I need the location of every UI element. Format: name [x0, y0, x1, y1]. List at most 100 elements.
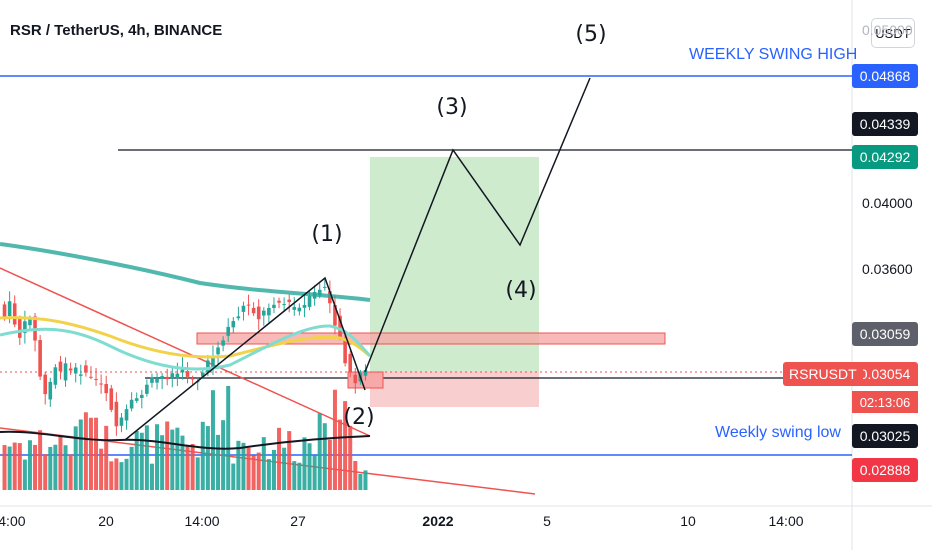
candle-body [155, 378, 159, 383]
volume-bar [317, 413, 322, 490]
candle-body [353, 374, 358, 384]
price-tag-target: 0.04292 [852, 145, 918, 169]
candle [297, 303, 302, 316]
candle-body [139, 394, 144, 398]
currency-button[interactable]: USDT [871, 18, 915, 48]
volume-bar [33, 444, 38, 490]
candle [302, 294, 307, 318]
candle [139, 389, 144, 409]
candle [53, 364, 58, 389]
candle [226, 318, 231, 342]
candle [251, 302, 256, 317]
candle [221, 336, 225, 352]
volume-bar [322, 423, 327, 490]
candle-body [160, 376, 164, 380]
candle-body [78, 374, 83, 376]
resistance-zone[interactable] [196, 332, 666, 345]
candle [256, 299, 261, 330]
volume-bar [134, 430, 139, 490]
volume-bar [149, 463, 154, 490]
candle [241, 301, 246, 321]
candles [2, 279, 368, 436]
candle [338, 308, 342, 341]
candle [94, 367, 98, 386]
candle-body [338, 315, 342, 338]
candle [170, 366, 175, 388]
candle [160, 373, 164, 390]
candle-body [200, 372, 205, 377]
candle-body [287, 299, 292, 303]
volume-bar [251, 455, 256, 490]
ma-200-teal [0, 242, 371, 302]
volume-bar [7, 446, 12, 490]
weekly-high-label: WEEKLY SWING HIGH [689, 46, 858, 63]
candle-body [43, 374, 48, 395]
candle [48, 377, 53, 407]
volume-bar [343, 401, 348, 490]
volume-bar [185, 445, 190, 490]
wave-label-1: (1) [311, 222, 343, 247]
volume-bar [2, 445, 7, 490]
candle-body [226, 326, 231, 336]
bar-countdown: 02:13:06 [852, 391, 918, 413]
volume-bar [119, 462, 124, 490]
candle-body [114, 401, 119, 427]
volume-bar [195, 457, 200, 490]
candle-body [53, 367, 58, 385]
volume-bar [307, 443, 312, 490]
volume-bar [12, 442, 17, 490]
volume-bar [48, 446, 53, 490]
volume-bar [27, 440, 32, 490]
volume-bar [124, 458, 129, 490]
candle-body [206, 360, 210, 373]
candle [12, 295, 17, 328]
candle-body [48, 381, 53, 400]
candle-body [317, 289, 322, 296]
volume-bar [353, 460, 358, 490]
volume-bar [139, 432, 144, 490]
volume-bar [246, 447, 251, 490]
candle-body [12, 303, 17, 325]
volume-bars [2, 385, 368, 490]
candle-body [363, 370, 368, 376]
volume-bar [175, 427, 180, 490]
candle-body [23, 321, 27, 333]
candle-body [292, 306, 297, 310]
candle [68, 362, 73, 375]
time-tick: 2022 [422, 513, 454, 529]
candle [165, 368, 170, 386]
volume-bar [277, 427, 282, 490]
time-tick: 14:00 [768, 513, 804, 529]
candle [277, 297, 281, 309]
candle-body [282, 304, 286, 306]
price-tag-weekly-high: 0.04868 [852, 64, 918, 88]
candle-body [145, 384, 149, 394]
time-tick: 20 [98, 513, 114, 529]
volume-bar [236, 440, 241, 490]
wave-path-1-2[interactable] [124, 276, 366, 441]
time-tick: 14:00 [184, 513, 220, 529]
volume-bar [216, 434, 221, 490]
candle [246, 294, 251, 316]
time-tick: 27 [290, 513, 306, 529]
downtrend-line-upper[interactable] [0, 267, 371, 437]
time-tick: 10 [680, 513, 696, 529]
ma-yellow [0, 316, 371, 359]
candle [73, 363, 78, 383]
candle-body [63, 363, 68, 381]
price-tick: 0.03600 [862, 261, 913, 277]
candle [231, 317, 236, 333]
candle-body [134, 398, 139, 401]
candle [236, 306, 241, 321]
candle [261, 307, 266, 326]
loss-zone[interactable] [370, 372, 539, 407]
candle-body [175, 373, 180, 379]
wave-label-5: (5) [575, 22, 607, 47]
candle [78, 364, 83, 385]
wave-projection[interactable] [364, 77, 591, 373]
candle [272, 297, 276, 313]
volume-bar [363, 470, 368, 490]
volume-bar [348, 425, 353, 490]
price-tag-zone: 0.03059 [852, 322, 918, 346]
